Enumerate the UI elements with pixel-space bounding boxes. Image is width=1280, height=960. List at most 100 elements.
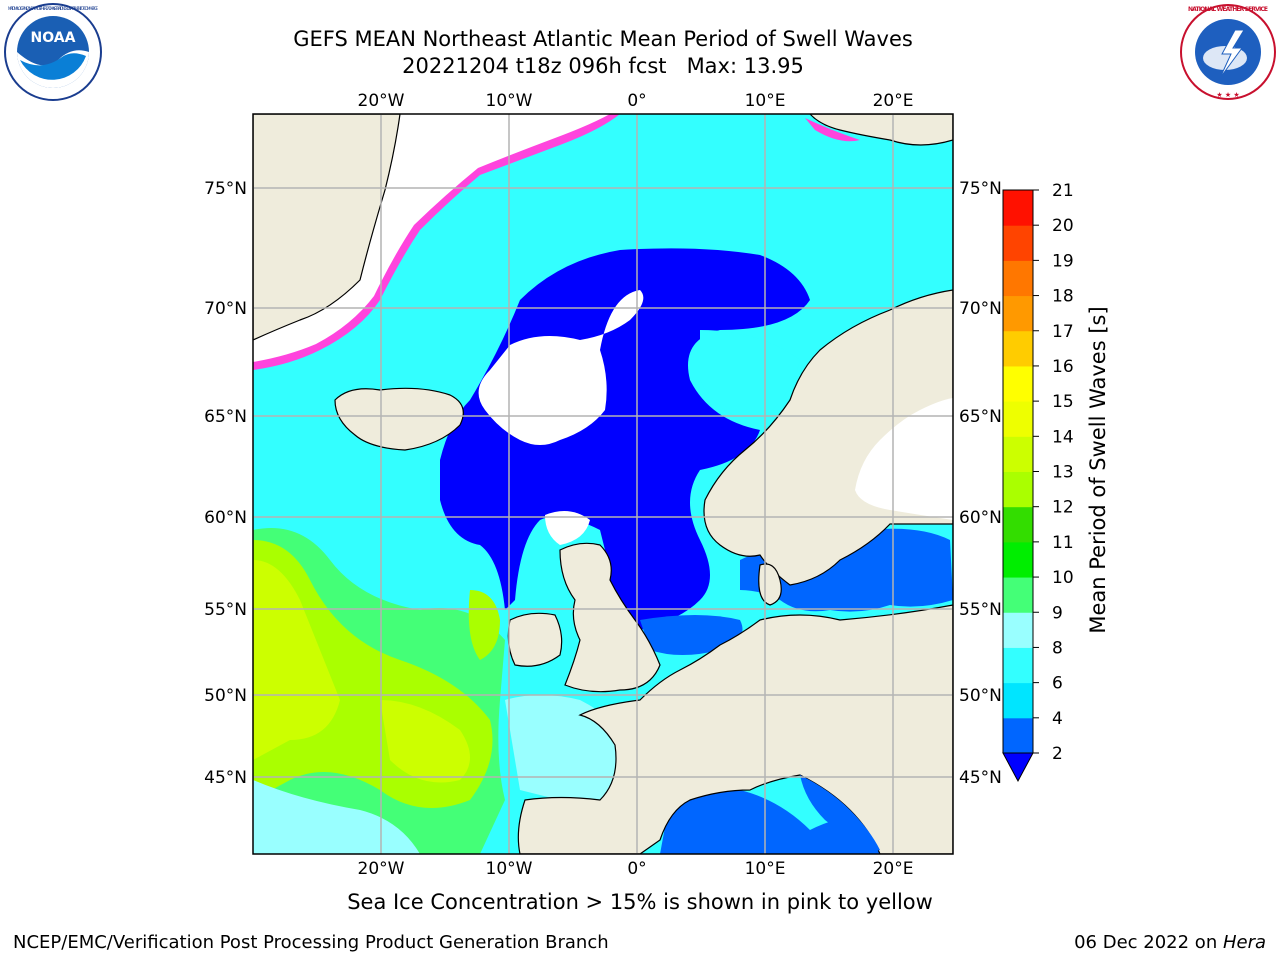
lat-label-70n-left: 70°N [204,299,247,319]
colorbar-tick-label: 16 [1052,357,1074,377]
chart-subtitle-forecast: 20221204 t18z 096h fcst Max: 13.95 [402,54,804,78]
colorbar-tick-label: 19 [1052,251,1074,271]
lon-labels-bottom: 20°W 10°W 0° 10°E 20°E [358,859,914,879]
colorbar-segment [1003,541,1033,578]
swell-zone-13-14s [253,560,340,760]
colorbar-tick-label: 2 [1052,744,1063,764]
colorbar-tick-label: 14 [1052,427,1074,447]
colorbar-segment [1003,225,1033,261]
lat-label-55n-right: 55°N [959,600,1002,620]
colorbar-tick-label: 10 [1052,568,1074,588]
lat-label-60n-left: 60°N [204,508,247,528]
lon-labels-top: 20°W 10°W 0° 10°E 20°E [358,91,914,111]
footer-producer: NCEP/EMC/Verification Post Processing Pr… [13,932,609,953]
great-britain-land [559,542,661,693]
colorbar-tick-label: 13 [1052,463,1074,483]
colorbar-segment [1003,190,1033,226]
lat-label-50n-left: 50°N [204,686,247,706]
colorbar-segment [1003,577,1033,613]
baltic-sea [740,528,953,612]
colorbar-tick-label: 6 [1052,674,1063,694]
lon-label-20w-top: 20°W [358,91,405,111]
lon-label-10e-bottom: 10°E [745,859,786,879]
lat-label-75n-right: 75°N [959,179,1002,199]
nodata-region-gulf-of-bothnia [855,398,953,520]
colorbar: 2 4 6 8 9 10 11 12 13 14 15 16 17 18 19 20 21 [1002,181,1074,783]
lat-labels-left: 75°N 70°N 65°N 60°N 55°N 50°N 45°N [204,179,247,788]
swell-zone-13s-patch [380,700,470,783]
colorbar-tick-label: 8 [1052,638,1063,658]
colorbar-segment [1003,365,1033,402]
lon-label-0-bottom: 0° [627,859,646,879]
colorbar-tick-label: 12 [1052,498,1074,518]
lat-label-65n-left: 65°N [204,407,247,427]
lon-label-20w-bottom: 20°W [358,859,405,879]
svalbard-ice [805,118,860,142]
colorbar-segment [1003,330,1033,367]
sea-ice-note: Sea Ice Concentration > 15% is shown in … [347,890,933,914]
swell-zone-12s-patch [468,590,500,660]
colorbar-tick-label: 4 [1052,709,1063,729]
colorbar-segment [1003,471,1033,508]
iceland-land [334,387,464,451]
greenland-land [253,114,401,341]
lon-label-10e-top: 10°E [745,91,786,111]
map-panel[interactable] [253,114,953,854]
lon-label-20e-top: 20°E [873,91,914,111]
lat-label-45n-left: 45°N [204,768,247,788]
ireland-land [507,612,563,667]
colorbar-segment [1003,647,1033,684]
map-frame [252,113,954,855]
colorbar-segment [1003,260,1033,297]
continental-europe-land [517,604,953,854]
colorbar-tick-label: 20 [1052,216,1074,236]
scandinavia-land [703,289,953,586]
noaa-logo: NOAA NATIONAL OCEANIC AND ATMOSPHERIC AD… [4,3,102,101]
lat-label-75n-left: 75°N [204,179,247,199]
lat-label-55n-left: 55°N [204,600,247,620]
swell-zone-8-9s-south [253,780,420,854]
colorbar-tick-label: 11 [1052,533,1074,553]
colorbar-tick-label: 15 [1052,392,1074,412]
nodata-region-faroe [545,511,590,545]
svg-text:★ ★ ★: ★ ★ ★ [1216,91,1239,99]
colorbar-tick-label: 21 [1052,181,1074,201]
lon-label-0-top: 0° [627,91,646,111]
chart-title: GEFS MEAN Northeast Atlantic Mean Period… [293,27,913,51]
colorbar-tick-label: 17 [1052,322,1074,342]
colorbar-extend-arrow [1002,752,1034,783]
nodata-region-jan-mayen [478,290,644,445]
svalbard-land [809,114,953,146]
lat-label-50n-right: 50°N [959,686,1002,706]
footer-date-text: 06 Dec 2022 on [1074,932,1223,953]
lon-label-10w-top: 10°W [486,91,533,111]
colorbar-segment [1003,506,1033,543]
adriatic-sea [800,775,880,854]
colorbar-segment [1003,295,1033,332]
colorbar-segment [1003,401,1033,437]
footer-date: 06 Dec 2022 on Hera [1074,932,1266,953]
lat-label-60n-right: 60°N [959,508,1002,528]
lon-label-10w-bottom: 10°W [486,859,533,879]
colorbar-tick-label: 18 [1052,287,1074,307]
colorbar-segment [1003,682,1033,719]
swell-zone-2-4s-northsea [640,615,743,655]
lat-label-65n-right: 65°N [959,407,1002,427]
gridlines [253,114,953,854]
nws-ring-text: NATIONAL WEATHER SERVICE [1188,6,1268,13]
lat-label-45n-right: 45°N [959,768,1002,788]
colorbar-title: Mean Period of Swell Waves [s] [1086,306,1110,633]
noaa-logo-text: NOAA [31,30,76,46]
colorbar-tick-label: 9 [1052,603,1063,623]
nws-logo: NATIONAL WEATHER SERVICE ★ ★ ★ [1180,4,1276,100]
lat-labels-right: 75°N 70°N 65°N 60°N 55°N 50°N 45°N [959,179,1002,788]
lon-label-20e-bottom: 20°E [873,859,914,879]
lat-label-70n-right: 70°N [959,299,1002,319]
footer-host: Hera [1222,932,1266,953]
colorbar-segment [1003,612,1033,648]
colorbar-segment [1003,717,1033,754]
noaa-ring-text: NATIONAL OCEANIC AND ATMOSPHERIC ADMINIS… [8,6,98,11]
colorbar-segment [1003,436,1033,472]
swell-zone-6s-norway-coast [700,330,800,420]
